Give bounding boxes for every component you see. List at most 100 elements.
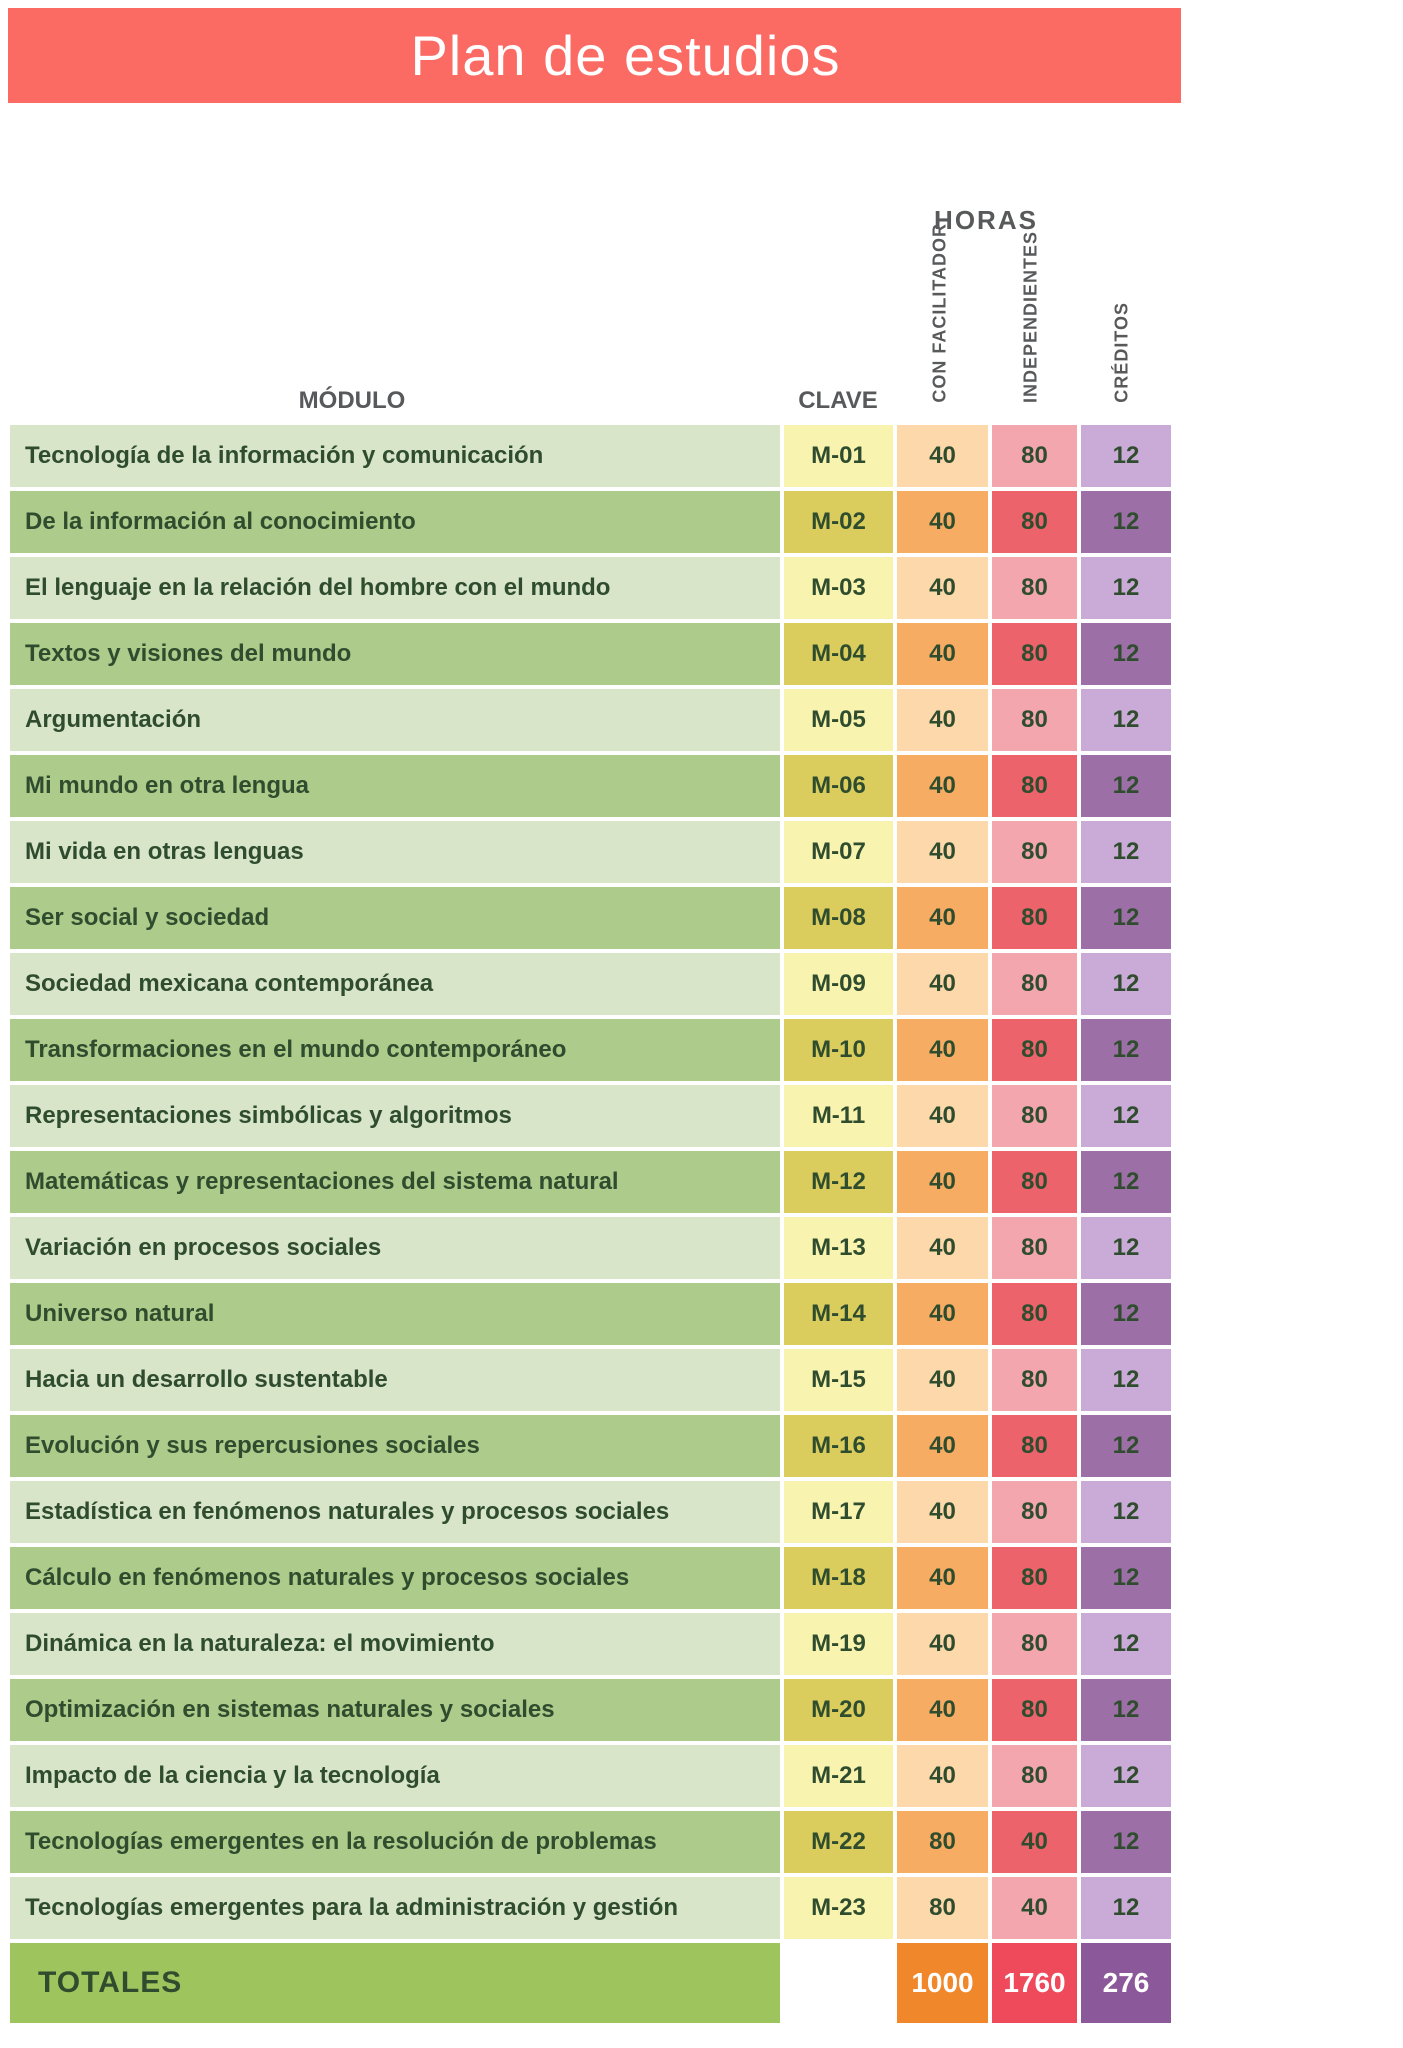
clave-cell: M-22 [784, 1811, 893, 1873]
horas-independientes-cell: 80 [992, 953, 1077, 1015]
horas-facilitador-cell: 80 [897, 1877, 988, 1939]
table-row: Universo natural M-14 40 80 12 [10, 1283, 1171, 1345]
plan-table: Tecnología de la información y comunicac… [10, 425, 1171, 1943]
horas-independientes-cell: 80 [992, 1613, 1077, 1675]
creditos-cell: 12 [1081, 1349, 1171, 1411]
clave-cell: M-19 [784, 1613, 893, 1675]
horas-independientes-cell: 80 [992, 1547, 1077, 1609]
horas-independientes-cell: 80 [992, 1019, 1077, 1081]
clave-cell: M-02 [784, 491, 893, 553]
horas-independientes-cell: 80 [992, 557, 1077, 619]
modulo-cell: Cálculo en fenómenos naturales y proceso… [10, 1547, 780, 1609]
horas-independientes-cell: 80 [992, 755, 1077, 817]
horas-facilitador-cell: 40 [897, 1217, 988, 1279]
horas-independientes-cell: 40 [992, 1811, 1077, 1873]
horas-group-header: HORAS [934, 205, 1038, 235]
modulo-cell: Argumentación [10, 689, 780, 751]
title-bar: Plan de estudios [8, 8, 1181, 103]
clave-cell: M-17 [784, 1481, 893, 1543]
modulo-cell: Tecnología de la información y comunicac… [10, 425, 780, 487]
table-row: De la información al conocimiento M-02 4… [10, 491, 1171, 553]
clave-cell: M-07 [784, 821, 893, 883]
horas-facilitador-cell: 40 [897, 1481, 988, 1543]
clave-column-header: CLAVE [798, 387, 878, 414]
modulo-cell: Mi mundo en otra lengua [10, 755, 780, 817]
creditos-cell: 12 [1081, 1217, 1171, 1279]
totals-facilitador-cell: 1000 [897, 1943, 988, 2023]
modulo-cell: Mi vida en otras lenguas [10, 821, 780, 883]
horas-facilitador-cell: 40 [897, 821, 988, 883]
horas-facilitador-cell: 40 [897, 689, 988, 751]
totals-clave-empty-cell [784, 1943, 893, 2023]
clave-cell: M-20 [784, 1679, 893, 1741]
horas-facilitador-cell: 40 [897, 557, 988, 619]
horas-facilitador-cell: 40 [897, 1151, 988, 1213]
totals-independientes-cell: 1760 [992, 1943, 1077, 2023]
creditos-cell: 12 [1081, 1745, 1171, 1807]
modulo-cell: Optimización en sistemas naturales y soc… [10, 1679, 780, 1741]
horas-independientes-cell: 80 [992, 1217, 1077, 1279]
horas-facilitador-cell: 40 [897, 1283, 988, 1345]
table-row: Textos y visiones del mundo M-04 40 80 1… [10, 623, 1171, 685]
clave-cell: M-12 [784, 1151, 893, 1213]
table-row: Dinámica en la naturaleza: el movimiento… [10, 1613, 1171, 1675]
clave-cell: M-13 [784, 1217, 893, 1279]
creditos-cell: 12 [1081, 1085, 1171, 1147]
modulo-cell: Sociedad mexicana contemporánea [10, 953, 780, 1015]
clave-cell: M-05 [784, 689, 893, 751]
horas-facilitador-cell: 40 [897, 755, 988, 817]
table-row: El lenguaje en la relación del hombre co… [10, 557, 1171, 619]
creditos-cell: 12 [1081, 821, 1171, 883]
horas-independientes-cell: 80 [992, 887, 1077, 949]
modulo-cell: Tecnologías emergentes en la resolución … [10, 1811, 780, 1873]
modulo-cell: Estadística en fenómenos naturales y pro… [10, 1481, 780, 1543]
creditos-cell: 12 [1081, 953, 1171, 1015]
table-row: Cálculo en fenómenos naturales y proceso… [10, 1547, 1171, 1609]
modulo-cell: Matemáticas y representaciones del siste… [10, 1151, 780, 1213]
clave-cell: M-01 [784, 425, 893, 487]
horas-facilitador-cell: 40 [897, 623, 988, 685]
horas-independientes-cell: 80 [992, 491, 1077, 553]
table-row: Ser social y sociedad M-08 40 80 12 [10, 887, 1171, 949]
modulo-cell: Textos y visiones del mundo [10, 623, 780, 685]
table-row: Estadística en fenómenos naturales y pro… [10, 1481, 1171, 1543]
clave-cell: M-08 [784, 887, 893, 949]
modulo-cell: Tecnologías emergentes para la administr… [10, 1877, 780, 1939]
horas-facilitador-cell: 40 [897, 1019, 988, 1081]
table-row: Transformaciones en el mundo contemporán… [10, 1019, 1171, 1081]
horas-facilitador-cell: 40 [897, 1679, 988, 1741]
horas-facilitador-cell: 40 [897, 425, 988, 487]
creditos-cell: 12 [1081, 689, 1171, 751]
horas-independientes-cell: 80 [992, 1745, 1077, 1807]
table-row: Evolución y sus repercusiones sociales M… [10, 1415, 1171, 1477]
clave-cell: M-18 [784, 1547, 893, 1609]
horas-independientes-cell: 80 [992, 1679, 1077, 1741]
creditos-cell: 12 [1081, 623, 1171, 685]
page-title: Plan de estudios [410, 24, 841, 87]
creditos-cell: 12 [1081, 887, 1171, 949]
totals-creditos-cell: 276 [1081, 1943, 1171, 2023]
clave-cell: M-03 [784, 557, 893, 619]
creditos-cell: 12 [1081, 1679, 1171, 1741]
horas-independientes-cell: 80 [992, 623, 1077, 685]
clave-cell: M-16 [784, 1415, 893, 1477]
modulo-column-header: MÓDULO [298, 387, 406, 414]
horas-facilitador-cell: 80 [897, 1811, 988, 1873]
horas-independientes-cell: 80 [992, 1481, 1077, 1543]
totals-row: TOTALES 1000 1760 276 [10, 1943, 1171, 2023]
clave-cell: M-11 [784, 1085, 893, 1147]
clave-cell: M-06 [784, 755, 893, 817]
con-facilitador-column-header: CON FACILITADOR [929, 223, 950, 403]
table-row: Representaciones simbólicas y algoritmos… [10, 1085, 1171, 1147]
table-row: Variación en procesos sociales M-13 40 8… [10, 1217, 1171, 1279]
creditos-cell: 12 [1081, 491, 1171, 553]
clave-cell: M-21 [784, 1745, 893, 1807]
table-row: Tecnología de la información y comunicac… [10, 425, 1171, 487]
creditos-cell: 12 [1081, 425, 1171, 487]
creditos-cell: 12 [1081, 1151, 1171, 1213]
modulo-cell: Hacia un desarrollo sustentable [10, 1349, 780, 1411]
table-row: Tecnologías emergentes para la administr… [10, 1877, 1171, 1939]
table-row: Impacto de la ciencia y la tecnología M-… [10, 1745, 1171, 1807]
horas-independientes-cell: 80 [992, 1283, 1077, 1345]
